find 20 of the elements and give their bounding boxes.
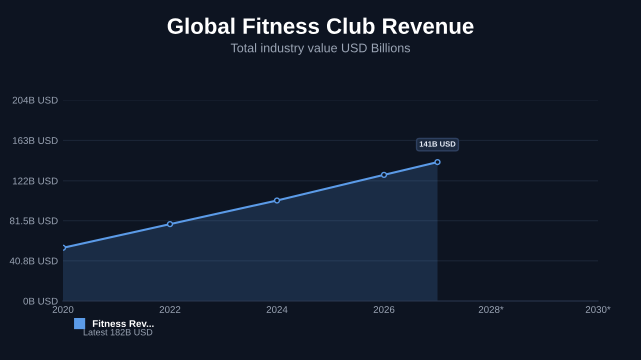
x-tick-label: 2020 — [52, 306, 74, 313]
legend-label: Fitness Rev... — [92, 320, 154, 328]
point — [434, 158, 441, 166]
x-tick-label: 2030* — [586, 306, 611, 313]
y-tick-label: 163B USD — [12, 137, 58, 144]
chart-subtitle: Total industry value USD Billions — [230, 43, 410, 55]
x-tick-label: 2022 — [160, 306, 180, 313]
x-tick-label: 2024 — [266, 306, 288, 313]
x-tick-label: 2028* — [478, 306, 504, 313]
y-tick-label: 0B USD — [23, 298, 58, 305]
point — [274, 197, 280, 204]
y-tick-label: 40.8B USD — [10, 258, 58, 264]
chart-title: Global Fitness Club Revenue — [168, 18, 474, 34]
y-tick-label: 81.5B USD — [10, 217, 58, 224]
y-tick-label: 204B USD — [12, 96, 58, 104]
y-tick-label: 122B USD — [12, 178, 58, 184]
text: Latest 182B USD — [84, 329, 152, 336]
point — [166, 221, 174, 228]
point — [380, 172, 388, 178]
x-tick-label: 2026 — [374, 306, 394, 313]
